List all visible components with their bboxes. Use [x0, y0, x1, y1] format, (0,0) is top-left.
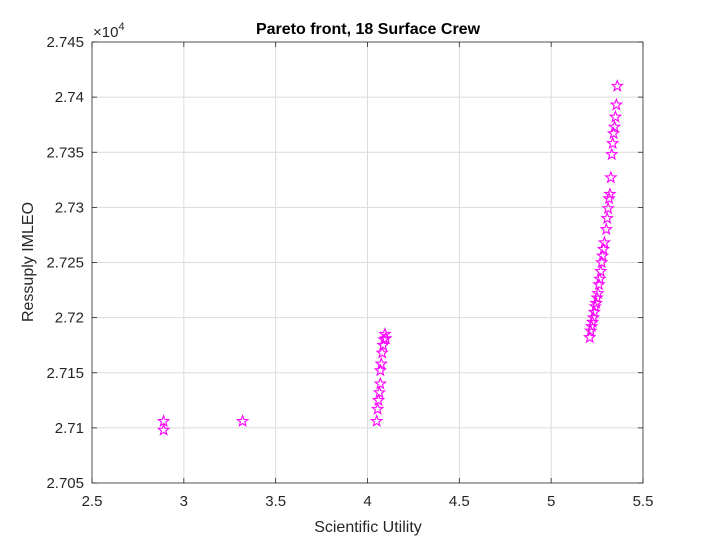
- grid-lines: [92, 42, 643, 483]
- x-tick-label: 4.5: [449, 493, 470, 510]
- data-point: [610, 79, 625, 92]
- data-point: [370, 402, 385, 415]
- x-tick-label: 5: [547, 493, 555, 510]
- data-point: [600, 211, 614, 225]
- data-point: [605, 147, 619, 161]
- data-point: [588, 299, 602, 313]
- y-tick-label: 2.705: [46, 475, 84, 492]
- y-tick-label: 2.715: [46, 365, 84, 382]
- data-point: [594, 264, 608, 278]
- data-point: [373, 376, 388, 390]
- x-tick-label: 3: [180, 493, 188, 510]
- data-point: [603, 187, 617, 200]
- y-axis-ticks: 2.705 2.71 2.715 2.72 2.725 2.73 2.735 2.74 2.74…: [46, 34, 643, 492]
- data-point: [371, 393, 386, 407]
- y-tick-label: 2.73: [55, 199, 84, 216]
- y-tick-label: 2.74: [55, 89, 84, 106]
- y-tick-label: 2.745: [46, 34, 84, 51]
- data-point: [374, 356, 389, 370]
- x-axis-ticks: 2.5 3 3.5 4 4.5 5 5.5: [82, 42, 654, 510]
- y-tick-label: 2.71: [55, 420, 84, 437]
- y-tick-label: 2.725: [46, 255, 84, 272]
- x-axis-label: Scientific Utility: [314, 519, 422, 536]
- y-axis-exponent-power: 4: [118, 21, 124, 33]
- data-point: [235, 414, 250, 427]
- x-tick-label: 5.5: [633, 493, 654, 510]
- data-point: [379, 331, 393, 345]
- data-markers: [156, 79, 625, 436]
- x-tick-label: 3.5: [265, 493, 286, 510]
- data-point: [608, 109, 623, 123]
- y-axis-label: Ressuply IMLEO: [20, 202, 37, 322]
- data-point: [375, 345, 389, 359]
- data-point: [609, 97, 624, 111]
- data-point: [605, 136, 620, 150]
- data-point: [597, 235, 612, 249]
- y-axis-exponent: ×104: [93, 21, 125, 41]
- chart-title: Pareto front, 18 Surface Crew: [256, 21, 481, 38]
- data-point: [372, 385, 387, 399]
- x-tick-label: 2.5: [82, 493, 103, 510]
- y-tick-label: 2.735: [46, 144, 84, 161]
- data-point: [604, 170, 618, 184]
- data-point: [156, 422, 171, 436]
- data-point: [601, 201, 615, 215]
- data-point: [593, 271, 607, 285]
- data-point: [591, 286, 605, 300]
- y-tick-label: 2.72: [55, 310, 84, 327]
- x-tick-label: 4: [363, 493, 371, 510]
- y-axis-exponent-base: ×10: [93, 24, 118, 41]
- data-point: [369, 414, 384, 427]
- data-point: [599, 222, 614, 236]
- data-point: [607, 119, 622, 133]
